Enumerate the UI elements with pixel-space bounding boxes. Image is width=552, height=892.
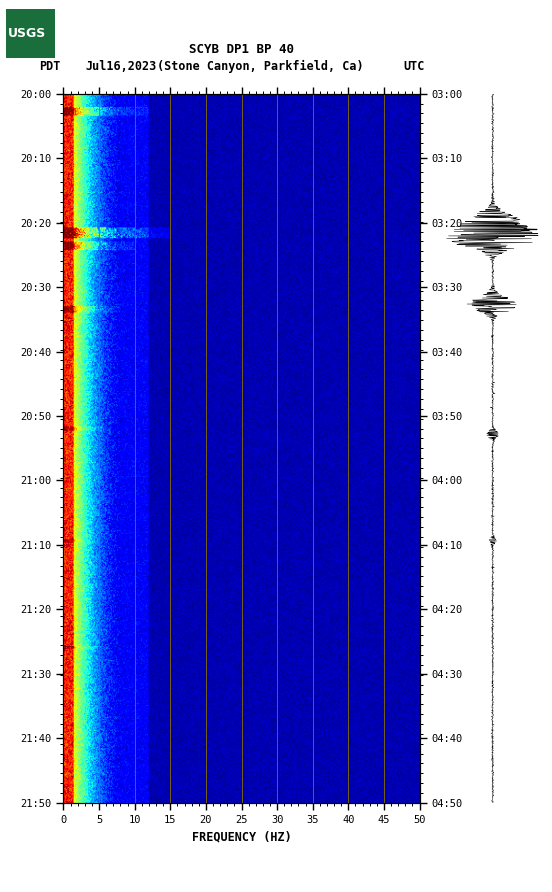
- Text: Jul16,2023: Jul16,2023: [86, 61, 157, 73]
- Text: (Stone Canyon, Parkfield, Ca): (Stone Canyon, Parkfield, Ca): [157, 61, 364, 73]
- Text: SCYB DP1 BP 40: SCYB DP1 BP 40: [189, 43, 294, 55]
- Text: PDT: PDT: [39, 61, 60, 73]
- Text: UTC: UTC: [403, 61, 424, 73]
- X-axis label: FREQUENCY (HZ): FREQUENCY (HZ): [192, 830, 291, 843]
- Text: USGS: USGS: [8, 27, 46, 40]
